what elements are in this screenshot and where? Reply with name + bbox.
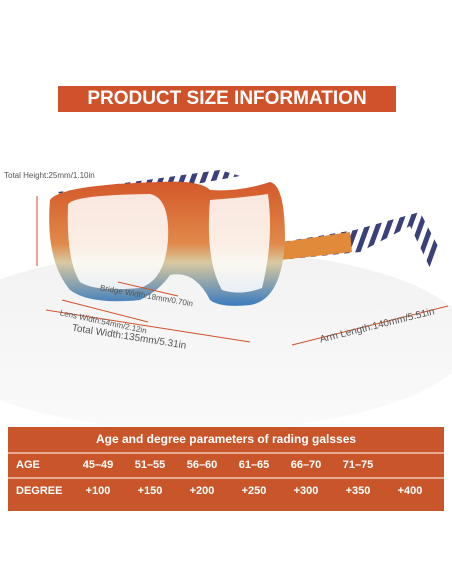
cell: +250 (242, 485, 267, 497)
row-header: AGE (16, 459, 40, 471)
row-header: DEGREE (16, 485, 62, 497)
cell: 71–75 (343, 459, 374, 471)
cell: +300 (294, 485, 319, 497)
lens-right (208, 194, 270, 293)
table-rows: AGE 45–49 51–55 56–60 61–65 66–70 71–75 DEGREE +… (16, 459, 422, 497)
cell: +400 (398, 485, 423, 497)
cell: 45–49 (83, 459, 114, 471)
table-bg (8, 427, 444, 511)
dimension-arrows (36, 196, 449, 346)
table-title: Age and degree parameters of rading gals… (96, 432, 356, 446)
temple-hinge (270, 232, 352, 260)
total-height: Total Height:25mm/1.10in (4, 171, 95, 180)
cell: 61–65 (239, 459, 270, 471)
cell: 66–70 (291, 459, 322, 471)
cell: +150 (138, 485, 163, 497)
title-banner (58, 86, 396, 112)
title: PRODUCT SIZE INFORMATION (87, 88, 366, 109)
cell: +100 (86, 485, 111, 497)
cell: 56–60 (187, 459, 218, 471)
cell: 51–55 (135, 459, 166, 471)
cell: +350 (346, 485, 371, 497)
lens-left (67, 194, 169, 290)
cell: +200 (190, 485, 215, 497)
